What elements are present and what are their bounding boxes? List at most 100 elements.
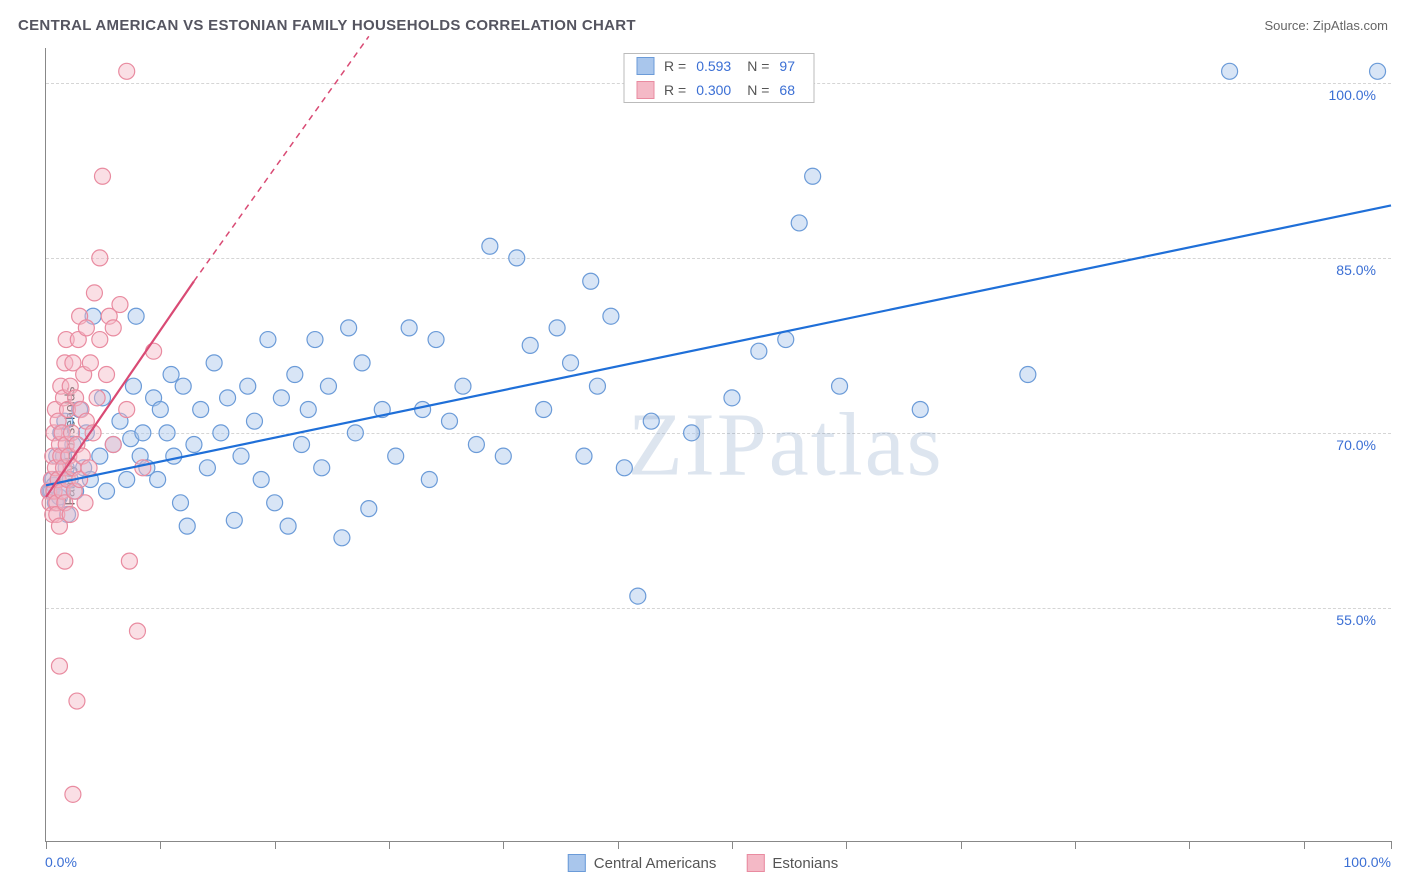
data-point — [77, 495, 93, 511]
x-tick — [1189, 841, 1190, 849]
data-point — [163, 367, 179, 383]
data-point — [51, 658, 67, 674]
data-point — [832, 378, 848, 394]
data-point — [294, 437, 310, 453]
data-point — [482, 238, 498, 254]
data-point — [150, 471, 166, 487]
data-point — [388, 448, 404, 464]
data-point — [166, 448, 182, 464]
data-point — [86, 285, 102, 301]
x-axis-min-label: 0.0% — [45, 854, 77, 870]
data-point — [563, 355, 579, 371]
series-legend-item: Central Americans — [568, 854, 717, 872]
data-point — [105, 320, 121, 336]
data-point — [121, 553, 137, 569]
data-point — [415, 402, 431, 418]
data-point — [146, 343, 162, 359]
data-point — [226, 512, 242, 528]
data-point — [159, 425, 175, 441]
data-point — [1222, 63, 1238, 79]
data-point — [536, 402, 552, 418]
x-tick — [1391, 841, 1392, 849]
legend-r-label: R = — [664, 82, 686, 98]
data-point — [135, 460, 151, 476]
data-point — [751, 343, 767, 359]
legend-r-value: 0.300 — [696, 82, 731, 98]
data-point — [92, 250, 108, 266]
x-tick — [961, 841, 962, 849]
data-point — [307, 332, 323, 348]
data-point — [89, 390, 105, 406]
data-point — [361, 501, 377, 517]
data-point — [455, 378, 471, 394]
x-tick — [503, 841, 504, 849]
legend-r-value: 0.593 — [696, 58, 731, 74]
series-legend-item: Estonians — [746, 854, 838, 872]
data-point — [62, 506, 78, 522]
legend-row: R =0.593N =97 — [624, 54, 813, 78]
data-point — [175, 378, 191, 394]
data-point — [213, 425, 229, 441]
data-point — [589, 378, 605, 394]
data-point — [186, 437, 202, 453]
data-point — [105, 437, 121, 453]
data-point — [78, 320, 94, 336]
chart-title: CENTRAL AMERICAN VS ESTONIAN FAMILY HOUS… — [18, 17, 636, 34]
data-point — [193, 402, 209, 418]
data-point — [128, 308, 144, 324]
x-tick — [1075, 841, 1076, 849]
data-point — [253, 471, 269, 487]
data-point — [495, 448, 511, 464]
data-point — [179, 518, 195, 534]
data-point — [684, 425, 700, 441]
trend-line — [194, 36, 369, 281]
data-point — [724, 390, 740, 406]
data-point — [119, 402, 135, 418]
data-point — [421, 471, 437, 487]
data-point — [267, 495, 283, 511]
data-point — [347, 425, 363, 441]
correlation-legend: R =0.593N =97R =0.300N =68 — [623, 53, 814, 103]
data-point — [81, 460, 97, 476]
x-tick — [846, 841, 847, 849]
source-attribution: Source: ZipAtlas.com — [1264, 18, 1388, 33]
legend-row: R =0.300N =68 — [624, 78, 813, 102]
data-point — [1370, 63, 1386, 79]
x-tick — [732, 841, 733, 849]
data-point — [616, 460, 632, 476]
data-point — [334, 530, 350, 546]
data-point — [246, 413, 262, 429]
data-point — [805, 168, 821, 184]
data-point — [57, 553, 73, 569]
data-point — [92, 332, 108, 348]
data-point — [549, 320, 565, 336]
plot-area: ZIPatlas R =0.593N =97R =0.300N =68 55.0… — [45, 48, 1391, 842]
series-legend-label: Central Americans — [594, 855, 717, 872]
x-tick — [618, 841, 619, 849]
data-point — [119, 471, 135, 487]
data-point — [273, 390, 289, 406]
legend-swatch — [746, 854, 764, 872]
data-point — [129, 623, 145, 639]
data-point — [791, 215, 807, 231]
data-point — [583, 273, 599, 289]
legend-n-value: 68 — [779, 82, 795, 98]
data-point — [152, 402, 168, 418]
data-point — [206, 355, 222, 371]
data-point — [320, 378, 336, 394]
data-point — [240, 378, 256, 394]
data-point — [99, 483, 115, 499]
data-point — [643, 413, 659, 429]
data-point — [94, 168, 110, 184]
data-point — [233, 448, 249, 464]
series-legend-label: Estonians — [772, 855, 838, 872]
data-point — [509, 250, 525, 266]
data-point — [354, 355, 370, 371]
data-point — [119, 63, 135, 79]
x-tick — [389, 841, 390, 849]
x-tick — [46, 841, 47, 849]
data-point — [522, 337, 538, 353]
data-point — [69, 693, 85, 709]
data-point — [401, 320, 417, 336]
data-point — [65, 786, 81, 802]
